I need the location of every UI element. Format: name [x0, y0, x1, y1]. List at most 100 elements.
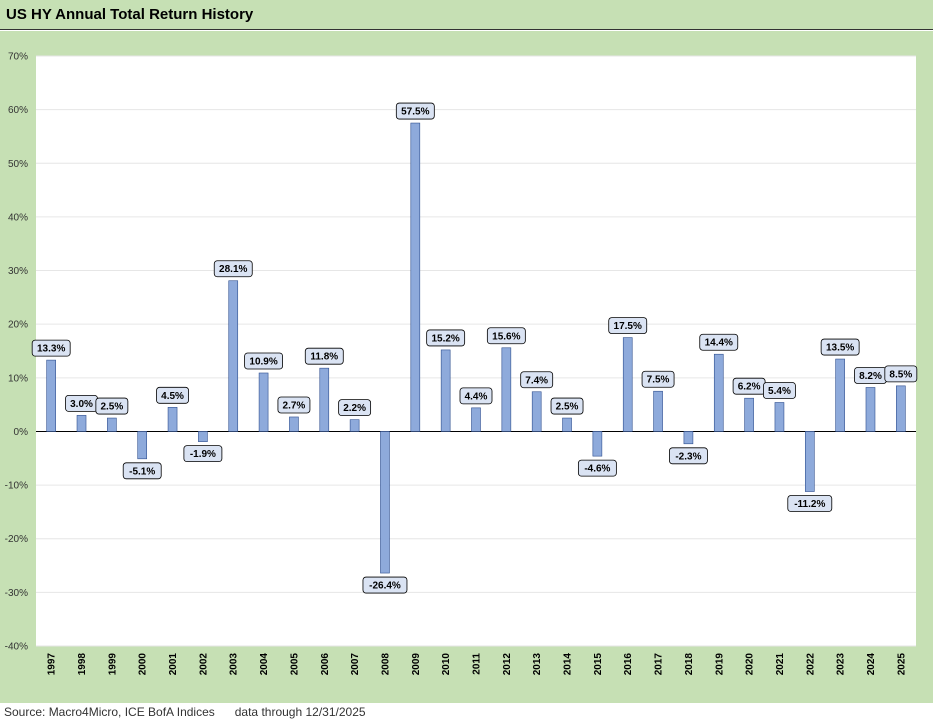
data-label-2012: 15.6%: [486, 327, 526, 345]
x-tick-label: 2004: [259, 653, 270, 676]
y-tick-label: 0%: [14, 427, 29, 438]
data-label-2005: 2.7%: [277, 396, 311, 414]
data-label-box: [304, 347, 344, 365]
x-tick-label: 2006: [320, 653, 331, 676]
x-tick-label: 2019: [714, 653, 725, 676]
x-tick-label: 2015: [593, 653, 604, 676]
data-label-2023: 13.5%: [820, 338, 860, 356]
x-tick-label: 2001: [168, 653, 179, 676]
x-tick-label: 2017: [654, 653, 665, 676]
y-tick-label: 40%: [8, 212, 28, 223]
bar-2015: [592, 431, 603, 457]
data-label-2008: -26.4%: [362, 576, 408, 594]
data-label-text: -4.6%: [584, 464, 610, 475]
data-label-box: [156, 386, 189, 404]
data-label-text: 4.5%: [161, 391, 184, 402]
data-label-text: 10.9%: [249, 356, 277, 367]
x-tick-label: 1997: [47, 653, 58, 676]
bar-1998: [76, 415, 87, 432]
bar-2016: [622, 337, 633, 432]
x-tick-label: 2012: [502, 653, 513, 676]
chart-title: US HY Annual Total Return History: [6, 6, 254, 23]
bar-2023: [835, 358, 845, 432]
data-label-text: 6.2%: [738, 382, 761, 393]
data-label-2024: 8.2%: [854, 367, 887, 384]
data-label-text: -11.2%: [794, 499, 825, 510]
chart-svg: 70%60%50%40%30%20%10%0%-10%-20%-30%-40% …: [5, 52, 918, 676]
x-tick-label: 2020: [745, 653, 756, 676]
data-label-2001: 4.5%: [156, 386, 189, 404]
y-axis: 70% 60% 50% 40% 30% 20% 10% 0% -10% -20% -30% -40%: [5, 52, 28, 653]
data-label-box: [362, 576, 408, 594]
bar-2021: [774, 402, 785, 432]
data-label-box: [699, 333, 739, 351]
data-label-2007: 2.2%: [338, 399, 372, 417]
x-tick-label: 2013: [532, 653, 543, 676]
bar-2002: [198, 431, 208, 442]
data-label-text: 5.4%: [768, 386, 791, 397]
data-label-text: 8.2%: [859, 371, 882, 382]
data-label-text: 2.5%: [100, 402, 123, 413]
bar-2006: [319, 367, 330, 432]
data-label-box: [608, 317, 648, 334]
y-tick-label: -10%: [5, 481, 28, 492]
x-tick-label: 2014: [563, 653, 574, 676]
data-label-box: [31, 339, 71, 357]
data-label-text: 14.4%: [705, 338, 733, 349]
data-label-2003: 28.1%: [213, 260, 253, 278]
bar-2014: [562, 417, 572, 432]
data-label-2021: 5.4%: [763, 382, 796, 399]
data-label-text: 13.5%: [826, 343, 854, 354]
x-tick-label: 2010: [441, 653, 452, 676]
y-tick-label: -20%: [5, 534, 28, 545]
data-label-text: -26.4%: [369, 581, 401, 592]
bar-2024: [865, 387, 876, 432]
y-tick-label: 10%: [8, 373, 28, 384]
data-label-2002: -1.9%: [183, 445, 223, 463]
data-label-text: 2.2%: [343, 403, 366, 414]
data-label-box: [820, 338, 860, 356]
data-label-box: [884, 365, 918, 383]
data-label-2016: 17.5%: [608, 317, 648, 334]
bar-2007: [349, 419, 360, 432]
x-tick-label: 2022: [805, 653, 816, 676]
x-tick-label: 2003: [229, 653, 240, 676]
data-label-box: [213, 260, 253, 278]
data-label-text: 17.5%: [614, 321, 642, 332]
bar-2011: [471, 407, 481, 432]
data-label-box: [641, 370, 675, 388]
data-label-text: 15.6%: [492, 331, 520, 342]
bar-2022: [804, 431, 815, 492]
data-labels: 13.3% 3.0% 2.5% -5.1% 4.5% -1.9% 28.1% 10.9% 2.7…: [31, 102, 918, 594]
x-tick-label: 2023: [836, 653, 847, 676]
data-label-text: 4.4%: [465, 391, 488, 402]
bar-2000: [137, 431, 148, 460]
y-tick-label: 30%: [8, 266, 28, 277]
bar-2004: [258, 372, 269, 432]
data-label-box: [277, 396, 311, 414]
bar-2008: [380, 431, 390, 574]
data-label-box: [122, 462, 162, 480]
bar-1997: [46, 359, 56, 432]
bar-2017: [653, 390, 663, 432]
data-label-box: [395, 102, 435, 120]
data-label-text: 28.1%: [219, 264, 247, 275]
x-tick-label: 2005: [289, 653, 300, 676]
source-note: Source: Macro4Micro, ICE BofA Indices da…: [4, 705, 366, 719]
x-tick-label: 2007: [350, 653, 361, 676]
bar-2009: [410, 122, 421, 432]
data-label-text: 7.5%: [647, 375, 670, 386]
bar-2013: [531, 391, 542, 432]
data-label-2000: -5.1%: [122, 462, 162, 480]
gridlines: [36, 55, 916, 647]
data-label-box: [95, 397, 129, 415]
x-tick-label: 2025: [896, 653, 907, 676]
data-label-text: -5.1%: [129, 466, 155, 477]
data-label-2019: 14.4%: [699, 333, 739, 351]
x-tick-label: 2011: [472, 653, 483, 675]
bar-2025: [896, 385, 906, 432]
data-label-box: [426, 329, 466, 347]
data-label-text: 7.4%: [525, 375, 548, 386]
data-label-2004: 10.9%: [244, 352, 283, 370]
x-tick-label: 2018: [684, 653, 695, 676]
